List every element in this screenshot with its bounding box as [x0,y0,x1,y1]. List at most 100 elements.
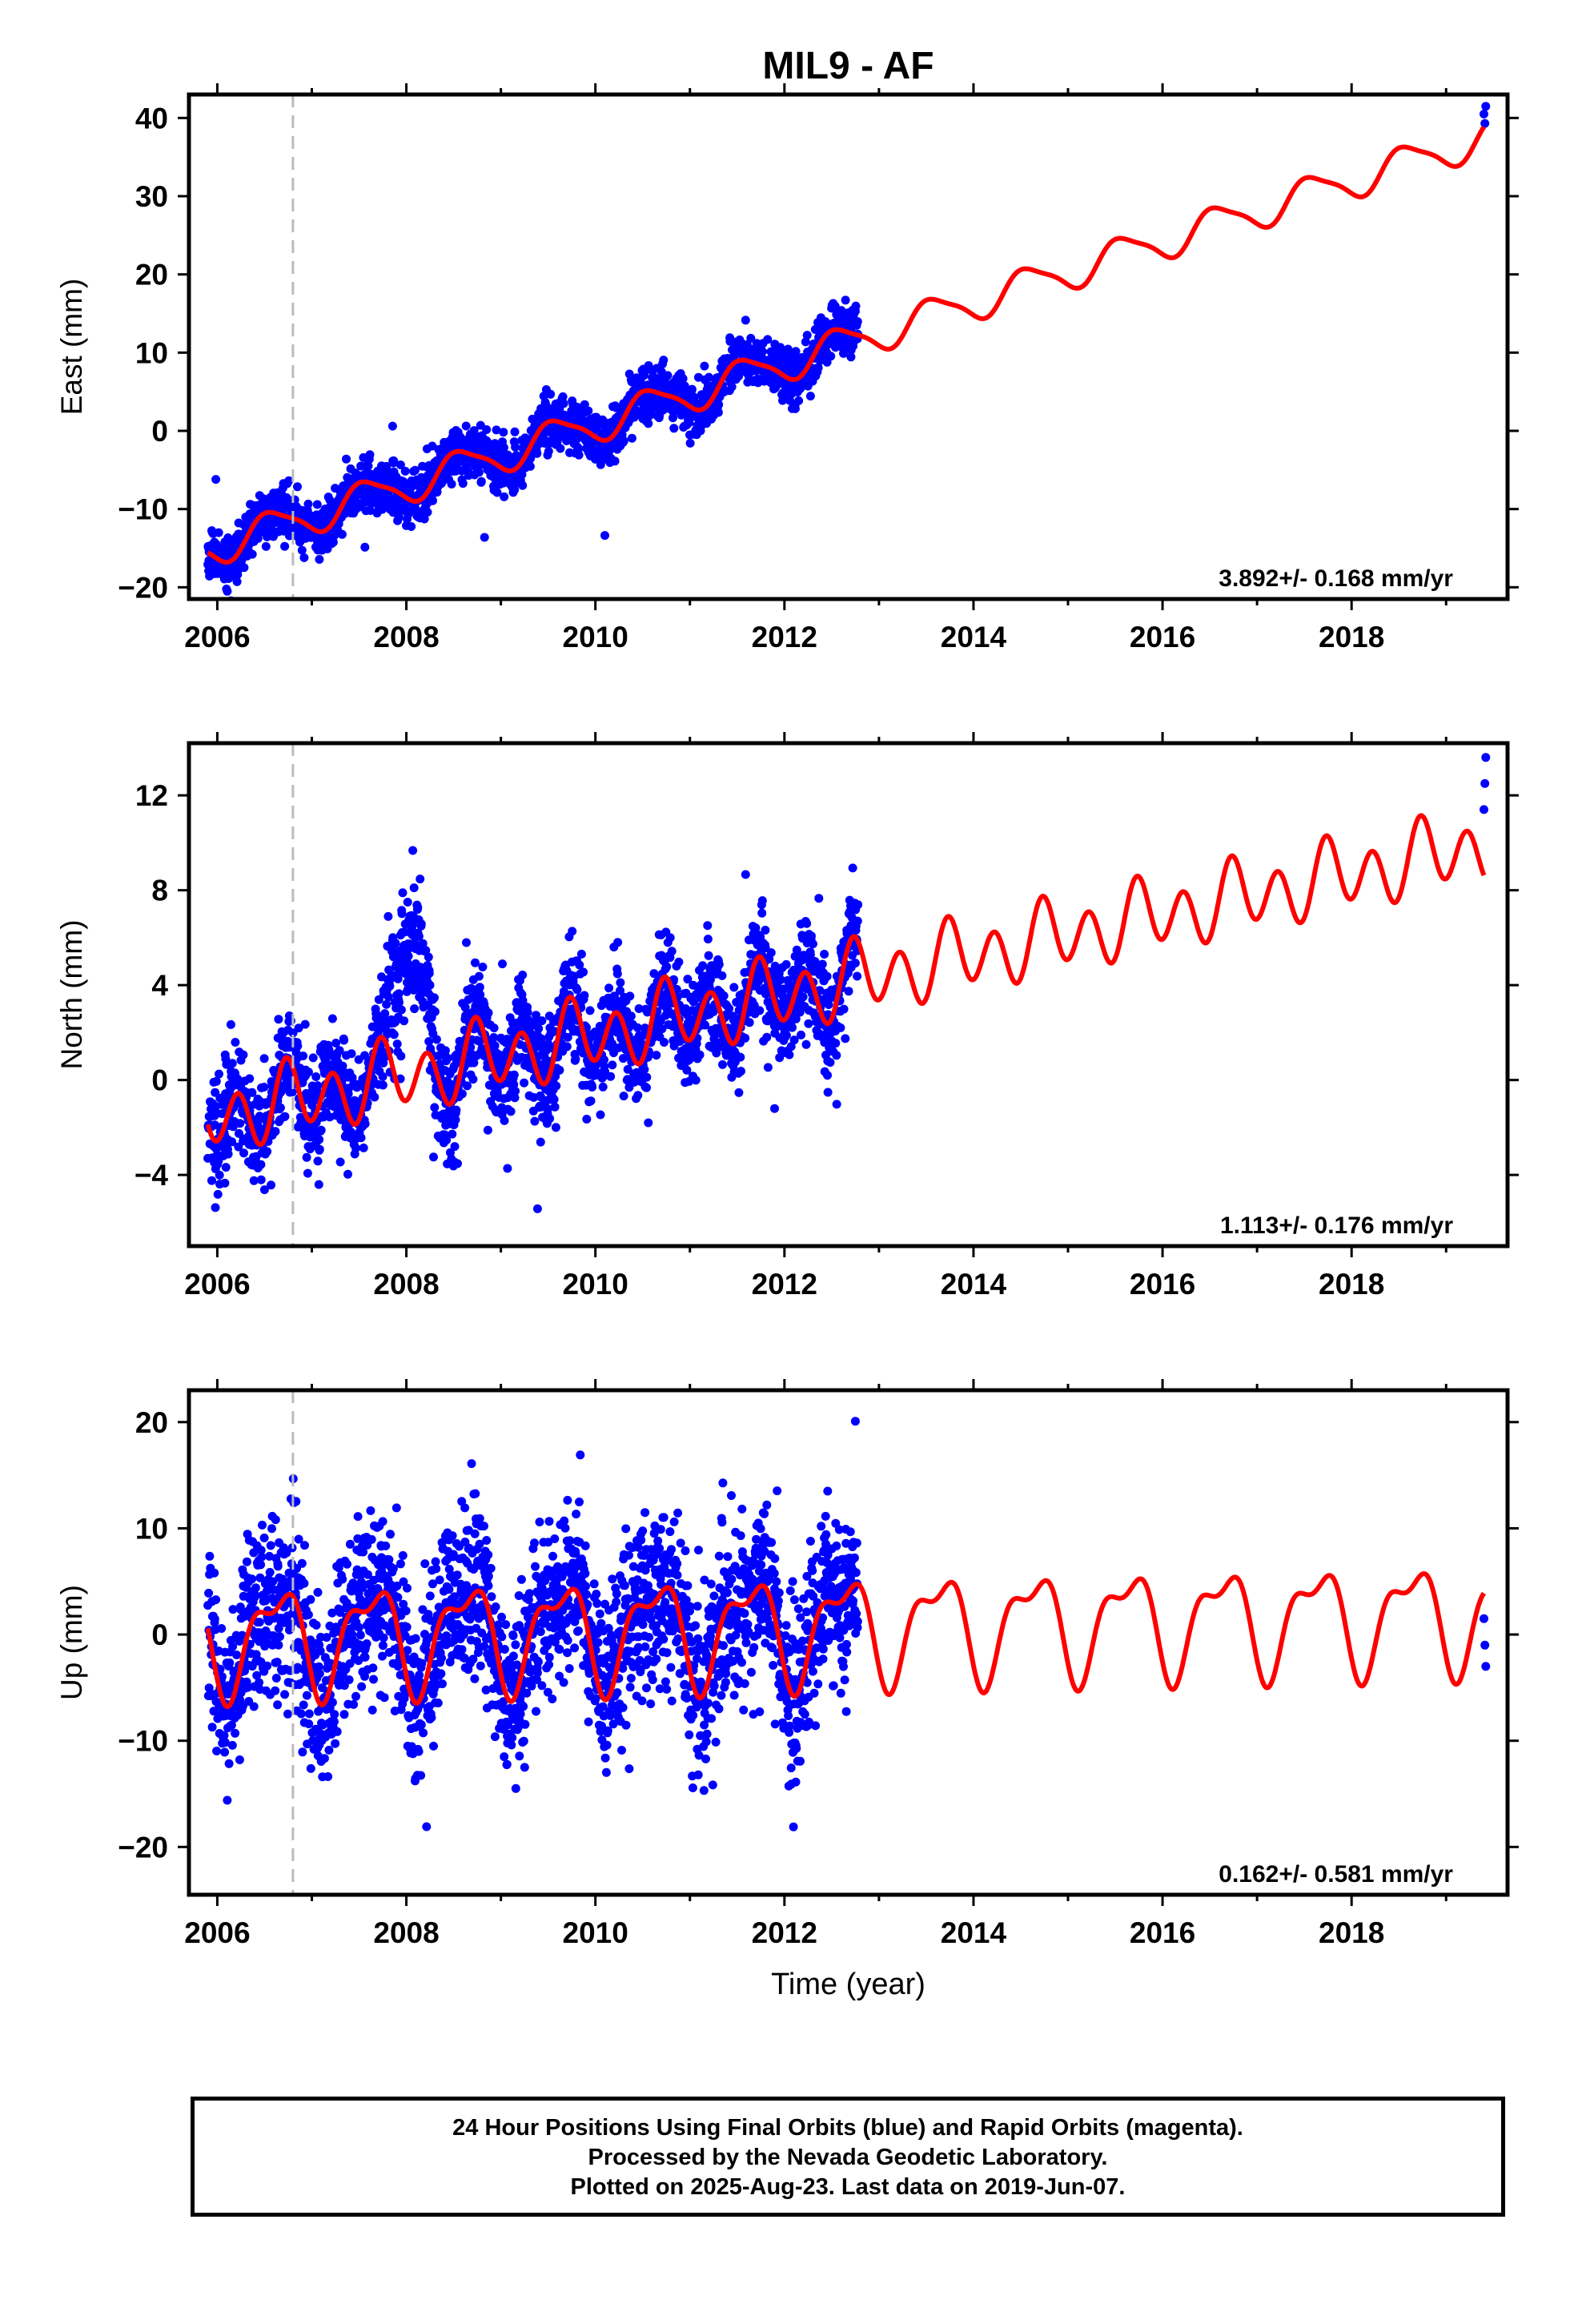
data-point [210,1614,219,1624]
data-point [545,1114,555,1124]
x-tick-label: 2014 [941,1268,1007,1301]
data-point [555,1065,564,1075]
data-point [584,406,593,416]
data-point [823,1088,833,1097]
data-point [582,1115,592,1124]
data-point [1480,109,1488,119]
data-point [805,392,815,401]
data-point [762,1032,772,1042]
data-point [695,1050,705,1059]
data-point [226,1019,235,1029]
data-point [214,528,223,537]
data-point [717,971,727,980]
data-point [210,1568,219,1578]
data-point [271,1674,281,1683]
data-point [327,1014,337,1023]
data-point [280,1112,290,1121]
data-point [596,1110,605,1120]
data-point [817,959,827,969]
data-point [274,1640,283,1650]
data-point [678,374,688,384]
data-point [604,983,614,993]
data-point [532,448,542,458]
data-point [275,1632,284,1642]
data-point [625,991,635,1001]
data-point [245,1074,255,1084]
data-point [257,1552,267,1562]
data-point [627,433,636,443]
x-tick-label: 2006 [184,1268,250,1301]
data-point [763,335,773,344]
data-point [475,983,484,992]
y-axis-label: East (mm) [55,279,88,416]
data-point [644,1118,653,1128]
data-point [572,985,582,995]
data-point [559,399,568,408]
data-point [736,1052,745,1062]
data-point [343,1169,352,1179]
data-point [532,1204,542,1213]
data-point [251,1583,260,1593]
data-point [669,424,679,433]
data-point [580,991,589,1000]
data-point [224,1759,234,1768]
data-point [823,1071,832,1080]
data-point [1480,119,1490,128]
data-point [212,1747,222,1755]
data-point [714,959,724,969]
data-point [741,1033,750,1043]
data-point [725,1003,734,1013]
data-point [632,408,642,418]
data-point [443,1053,452,1063]
data-point [217,1624,227,1633]
data-point [556,444,565,453]
data-point [249,1702,259,1711]
data-point [848,863,857,873]
data-point [802,331,812,340]
data-point [267,1524,276,1534]
data-point [383,911,393,921]
data-point [506,1107,516,1116]
data-point [428,496,437,505]
data-point [391,939,400,948]
data-point [537,1016,547,1026]
data-point [492,488,502,497]
data-point [259,1185,269,1195]
data-point [1480,805,1488,814]
x-tick-label: 2016 [1130,1268,1195,1301]
data-point [356,1133,366,1143]
data-point [342,454,351,464]
data-point [480,533,489,542]
panel-frame [187,92,1510,601]
data-point [757,908,767,918]
data-point [770,1104,779,1113]
data-point [225,1658,235,1667]
data-point [606,1072,616,1081]
data-point [432,1035,441,1044]
data-point [806,931,816,941]
data-point [704,372,713,382]
data-point [452,1105,461,1115]
data-point [360,1119,370,1128]
data-point [518,480,528,490]
data-point [249,1176,259,1185]
data-point [457,1089,467,1099]
y-tick-label: −20 [118,571,168,604]
data-point [303,1068,313,1077]
data-point [335,1046,344,1055]
fit-line [207,125,1486,565]
data-point [853,916,862,926]
data-point [741,870,750,879]
data-point [396,460,405,469]
data-point [232,577,242,586]
data-point [430,1103,440,1112]
data-point [832,1051,841,1060]
data-point [850,959,860,968]
data-point [365,450,375,460]
data-point [205,1551,215,1561]
data-point [576,949,586,959]
data-point [447,480,456,489]
data-point [339,1035,349,1045]
data-point [293,1041,303,1051]
data-point [407,522,416,531]
